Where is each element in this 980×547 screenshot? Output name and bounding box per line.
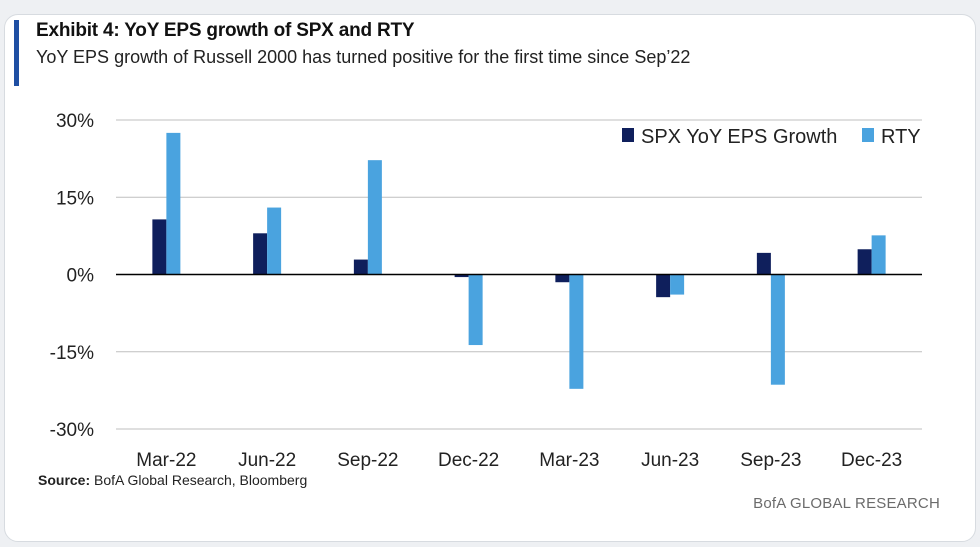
rty-bar-mar-23 [569, 274, 584, 389]
spx-bar-mar-22 [152, 219, 167, 275]
x-tick-label: Dec-23 [841, 450, 902, 471]
x-tick-label: Sep-22 [337, 450, 398, 471]
x-tick-label: Mar-22 [136, 450, 196, 471]
chart-card [4, 14, 976, 542]
x-tick-label: Sep-23 [740, 450, 801, 471]
legend-swatch-spx [622, 128, 634, 142]
x-tick-label: Jun-22 [238, 450, 296, 471]
y-tick-label: -15% [50, 343, 94, 364]
spx-bar-dec-22 [454, 274, 469, 278]
spx-bar-jun-23 [656, 274, 671, 298]
rty-bar-dec-23 [871, 235, 886, 275]
rty-bar-dec-22 [468, 274, 483, 346]
x-tick-label: Dec-22 [438, 450, 499, 471]
source-label: Source: [38, 472, 91, 488]
spx-bar-jun-22 [253, 233, 268, 275]
bars [152, 132, 886, 389]
legend-label-rty: RTY [881, 126, 921, 148]
chart-subtitle: YoY EPS growth of Russell 2000 has turne… [36, 47, 691, 67]
x-tick-label: Jun-23 [641, 450, 699, 471]
legend-label-spx: SPX YoY EPS Growth [641, 126, 837, 148]
spx-bar-dec-23 [857, 249, 872, 275]
source-note: Source: BofA Global Research, Bloomberg [38, 472, 307, 488]
brand-label: BofA GLOBAL RESEARCH [753, 495, 940, 512]
y-tick-label: -30% [50, 420, 94, 441]
legend-swatch-rty [862, 128, 874, 142]
grid-lines [116, 119, 922, 430]
y-tick-label: 0% [67, 266, 95, 287]
y-tick-label: 30% [56, 111, 94, 132]
rty-bar-sep-22 [367, 160, 382, 275]
spx-bar-sep-22 [353, 259, 368, 275]
spx-bar-sep-23 [756, 252, 771, 275]
rty-bar-mar-22 [166, 132, 181, 275]
y-tick-label: 15% [56, 188, 94, 209]
rty-bar-jun-22 [267, 207, 282, 275]
axes: 30% 15% 0% -15% -30% Mar-22 Jun-22 Sep-22 Dec-22… [50, 111, 922, 471]
rty-bar-sep-23 [770, 274, 785, 385]
x-tick-label: Mar-23 [539, 450, 599, 471]
source-text: BofA Global Research, Bloomberg [94, 472, 308, 488]
accent-bar [14, 20, 19, 86]
spx-bar-mar-23 [555, 274, 570, 283]
legend: SPX YoY EPS Growth RTY [622, 126, 921, 148]
chart-title: Exhibit 4: YoY EPS growth of SPX and RTY [36, 20, 415, 41]
rty-bar-jun-23 [670, 274, 685, 295]
